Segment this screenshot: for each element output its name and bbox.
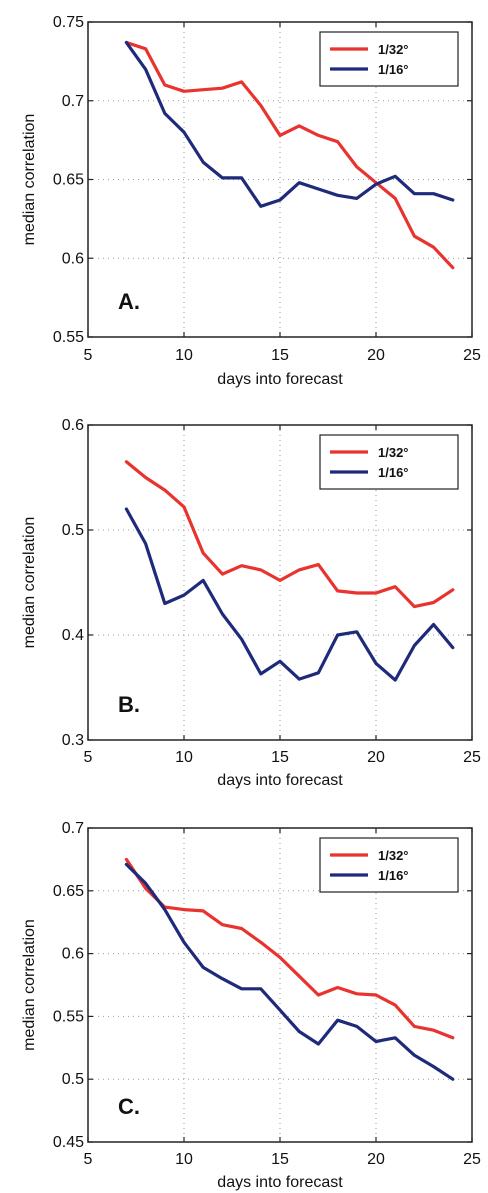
x-tick-label: 15: [271, 749, 289, 766]
x-tick-label: 25: [463, 347, 481, 364]
x-tick-label: 10: [175, 749, 193, 766]
legend-entry: 1/32°: [378, 42, 409, 57]
legend-entry: 1/32°: [378, 848, 409, 863]
x-tick-label: 10: [175, 347, 193, 364]
panel-label: C.: [118, 1094, 140, 1119]
y-axis-label: median correlation: [21, 517, 38, 649]
x-tick-label: 10: [175, 1151, 193, 1168]
x-tick-label: 20: [367, 1151, 385, 1168]
legend: 1/32° 1/16°: [319, 837, 459, 893]
legend-box: [319, 837, 459, 893]
legend-entry: 1/32°: [378, 445, 409, 460]
y-axis-label: median correlation: [21, 114, 38, 246]
y-tick-label: 0.5: [62, 1071, 84, 1088]
x-tick-label: 5: [84, 347, 93, 364]
legend-box: [319, 31, 459, 87]
series-line-blue: [124, 507, 455, 682]
chart-panel-b: 5 10 15 20 25 0.3 0.4 0.5 0.6 days into forecast m…: [21, 417, 481, 789]
x-tick-label: 15: [271, 1151, 289, 1168]
legend-entry: 1/16°: [378, 465, 409, 480]
y-tick-label: 0.6: [62, 946, 84, 963]
y-tick-label: 0.5: [62, 522, 84, 539]
x-axis-label: days into forecast: [217, 772, 343, 789]
legend-box: [319, 434, 459, 490]
y-tick-label: 0.7: [62, 93, 84, 110]
y-tick-label: 0.55: [53, 329, 84, 346]
series-line-red: [124, 857, 455, 1040]
y-tick-label: 0.3: [62, 732, 84, 749]
y-tick-label: 0.4: [62, 627, 84, 644]
x-tick-label: 5: [84, 1151, 93, 1168]
y-axis-label: median correlation: [21, 919, 38, 1051]
chart-panel-a: 5 10 15 20 25 0.55 0.6 0.65 0.7 0.75 days into for…: [21, 14, 481, 388]
x-tick-label: 5: [84, 749, 93, 766]
x-tick-label: 15: [271, 347, 289, 364]
chart-panel-c: 5 10 15 20 25 0.45 0.5 0.55 0.6 0.65 0.7 days into …: [21, 820, 481, 1191]
y-tick-label: 0.65: [53, 883, 84, 900]
series-line-red: [124, 460, 455, 609]
x-tick-label: 20: [367, 347, 385, 364]
legend-entry: 1/16°: [378, 62, 409, 77]
series-line-red: [124, 40, 455, 270]
y-tick-label: 0.75: [53, 14, 84, 31]
x-axis-label: days into forecast: [217, 1174, 343, 1191]
x-tick-label: 25: [463, 1151, 481, 1168]
panel-label: A.: [118, 289, 140, 314]
series-line-blue: [124, 862, 455, 1081]
y-tick-label: 0.7: [62, 820, 84, 837]
y-tick-label: 0.45: [53, 1134, 84, 1151]
y-tick-label: 0.55: [53, 1008, 84, 1025]
y-tick-label: 0.6: [62, 417, 84, 434]
series-line-blue: [124, 40, 455, 208]
legend-entry: 1/16°: [378, 868, 409, 883]
x-axis-label: days into forecast: [217, 371, 343, 388]
x-tick-label: 25: [463, 749, 481, 766]
legend: 1/32° 1/16°: [319, 434, 459, 490]
legend: 1/32° 1/16°: [319, 31, 459, 87]
x-tick-label: 20: [367, 749, 385, 766]
y-tick-label: 0.6: [62, 250, 84, 267]
y-tick-label: 0.65: [53, 172, 84, 189]
panel-label: B.: [118, 692, 140, 717]
